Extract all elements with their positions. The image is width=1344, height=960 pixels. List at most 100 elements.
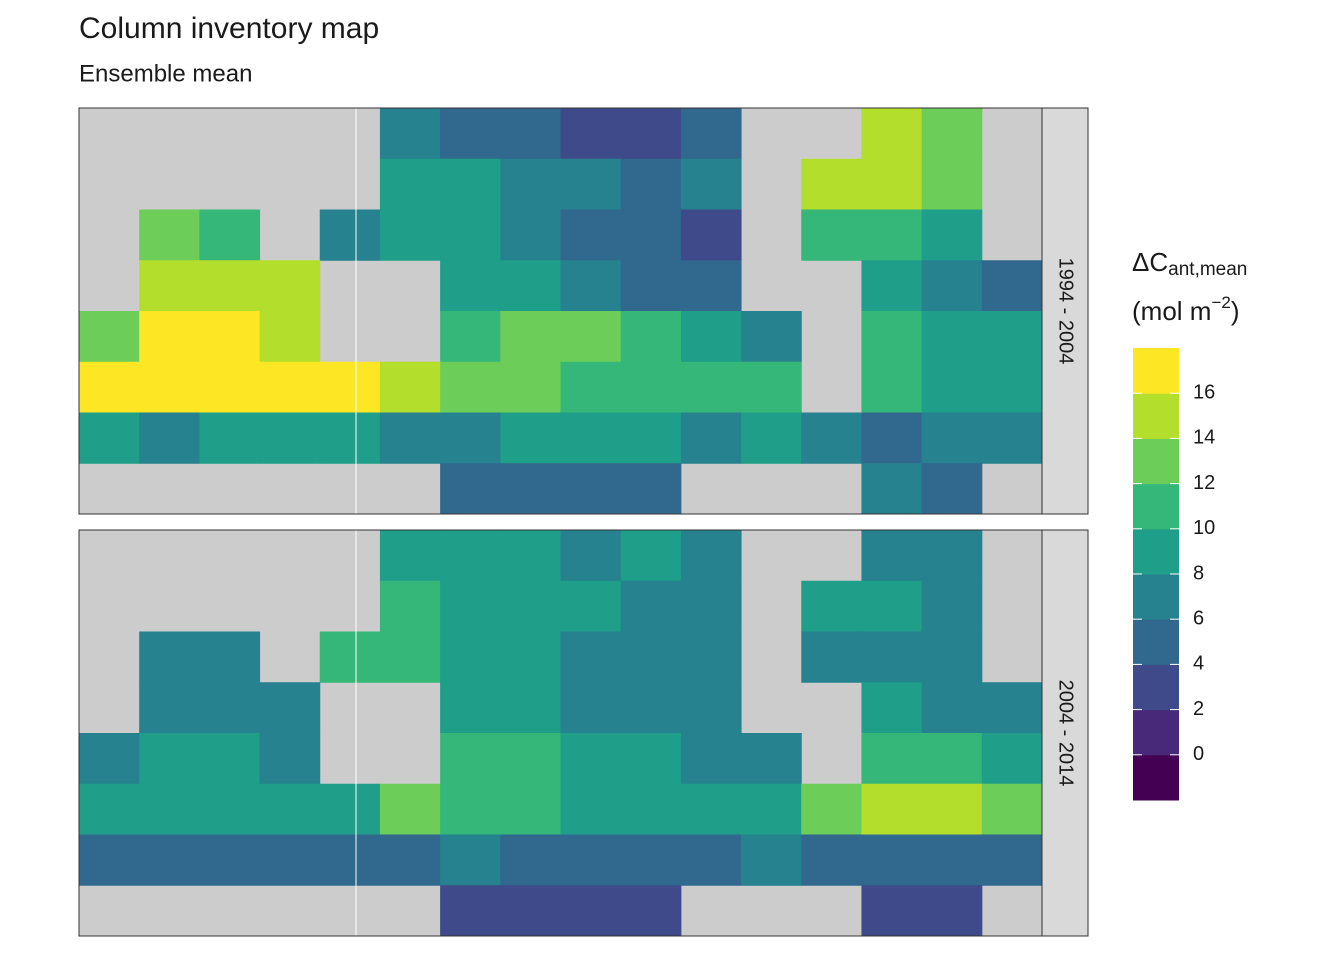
cell [259,412,321,464]
cell [680,361,742,413]
cell [500,682,561,734]
cell [921,530,983,582]
colorbar-tick-label: 8 [1193,562,1204,584]
cell [620,885,682,937]
cell [921,733,983,785]
cell [440,260,501,312]
facet-label: 2004 - 2014 [1055,680,1077,787]
cell [379,834,441,886]
cell [560,463,622,515]
cell [440,682,501,734]
colorbar-bin [1133,619,1179,665]
cell [500,209,561,261]
facet-label: 1994 - 2004 [1055,258,1077,365]
cell [620,834,682,886]
cell [139,361,200,413]
cell [680,260,742,312]
cell [560,733,622,785]
colorbar-bin [1133,348,1179,394]
cell [500,108,561,160]
cell [379,412,441,464]
cell [921,361,983,413]
cell [199,412,261,464]
cell [440,209,501,261]
cell [560,108,622,160]
cell [379,209,441,261]
cell [741,834,802,886]
cell [379,530,441,582]
cell [319,834,381,886]
cell [861,361,923,413]
cell [379,361,441,413]
cell [981,361,1043,413]
cell [199,361,261,413]
cell [620,783,682,835]
cell [440,361,501,413]
cell [500,412,561,464]
cell [139,311,200,363]
cell [500,361,561,413]
cell [620,631,682,683]
cell [680,580,742,632]
cell [259,361,321,413]
cell [861,260,923,312]
cell [741,412,802,464]
cell [620,158,682,210]
facet-strip [1041,107,1089,515]
cell [560,158,622,210]
cell [861,108,923,160]
cell [861,412,923,464]
legend-unit-main: (mol m [1132,296,1211,326]
cell [440,108,501,160]
chart-subtitle: Ensemble mean [79,60,252,87]
cell [560,631,622,683]
cell [259,260,321,312]
cell [801,158,862,210]
cell [620,580,682,632]
colorbar-tick-label: 12 [1193,472,1215,494]
colorbar-tick-label: 16 [1193,381,1215,403]
cell [500,580,561,632]
cell [199,834,261,886]
cell [440,463,501,515]
cell [379,580,441,632]
cell [981,682,1043,734]
cell [680,158,742,210]
cell [680,682,742,734]
cell [199,733,261,785]
cell [79,361,140,413]
cell [620,311,682,363]
cell [199,682,261,734]
cell [861,834,923,886]
cell [921,158,983,210]
colorbar-bin [1133,438,1179,485]
cell [741,311,802,363]
cell [199,311,261,363]
cell [560,209,622,261]
cell [500,783,561,835]
cell [620,463,682,515]
cell [199,209,261,261]
legend-title-main: ΔC [1132,247,1168,277]
cell [560,260,622,312]
cell [620,209,682,261]
cell [620,530,682,582]
cell [259,783,321,835]
cell [861,733,923,785]
cell [680,412,742,464]
cell [981,834,1043,886]
cell [620,260,682,312]
cell [560,682,622,734]
cell [259,682,321,734]
cell [199,260,261,312]
cell [921,682,983,734]
colorbar-bin [1133,483,1179,530]
cell [861,463,923,515]
cell [801,580,862,632]
cell [500,158,561,210]
cell [680,108,742,160]
cell [440,580,501,632]
cell [500,260,561,312]
cell [500,733,561,785]
cell [440,834,501,886]
